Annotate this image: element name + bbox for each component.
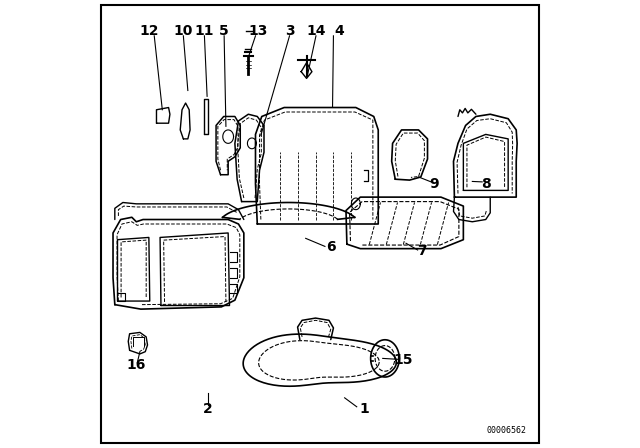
Text: 3: 3 (285, 24, 294, 39)
Text: 4: 4 (334, 24, 344, 39)
Text: 12: 12 (139, 24, 159, 39)
Text: 8: 8 (481, 177, 491, 191)
Text: 16: 16 (127, 358, 146, 372)
Text: 2: 2 (203, 401, 213, 416)
Text: 11: 11 (195, 24, 214, 39)
Text: 9: 9 (429, 177, 439, 191)
Text: 14: 14 (306, 24, 326, 39)
Text: 6: 6 (326, 240, 335, 254)
Text: 13: 13 (248, 24, 268, 39)
Text: 5: 5 (220, 24, 229, 39)
Text: 15: 15 (394, 353, 413, 367)
Text: 10: 10 (173, 24, 193, 39)
Text: 1: 1 (359, 401, 369, 416)
Text: 00006562: 00006562 (487, 426, 527, 435)
Text: 7: 7 (417, 244, 427, 258)
